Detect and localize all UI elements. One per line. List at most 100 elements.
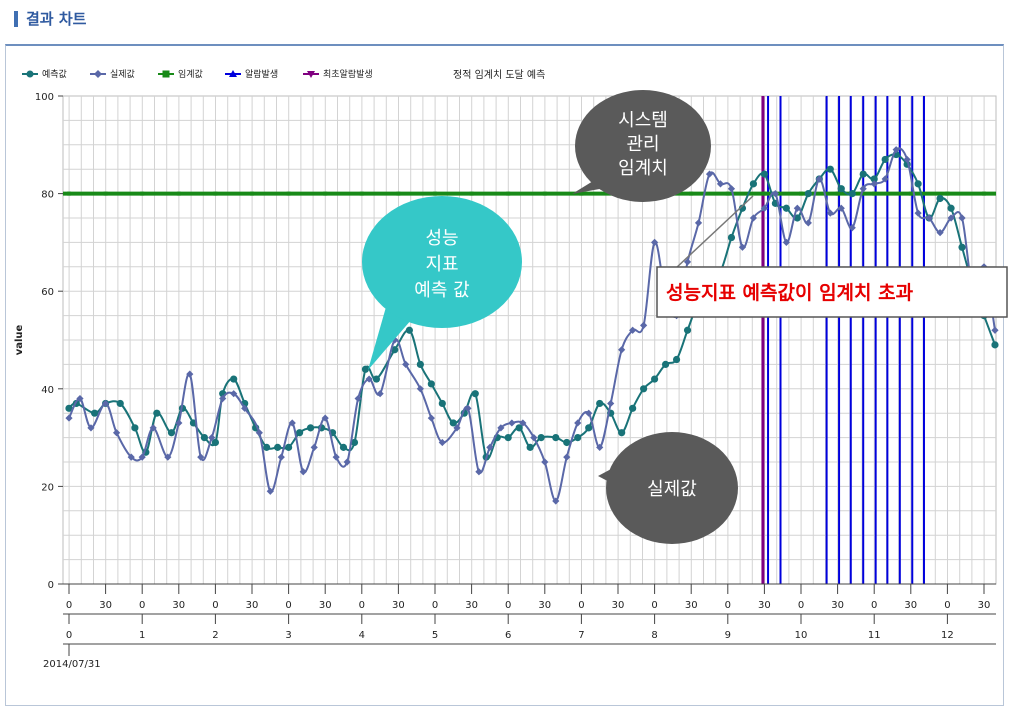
predicted-point [738,204,747,212]
y-tick-label: 100 [35,92,54,103]
bubble-predict-text: 성능 [425,228,458,249]
legend-marker [229,70,237,77]
threshold-point [689,191,694,196]
actual-point [208,434,216,442]
actual-point [497,424,505,432]
actual-point [991,326,999,334]
predicted-point [537,434,545,442]
actual-point [958,214,966,222]
threshold-point [140,191,145,196]
x-tick-label: 30 [685,600,698,611]
x-tick-label: 0 [285,600,291,611]
threshold-point [542,191,547,196]
actual-point [175,419,183,427]
threshold-point [213,191,218,196]
actual-point [596,443,604,451]
hour-tick-label: 9 [725,630,731,641]
threshold-point [176,191,181,196]
predicted-point [372,375,381,383]
hour-tick-label: 8 [651,630,657,641]
predicted-point [405,326,413,334]
actual-point [76,394,84,403]
x-tick-label: 0 [578,600,584,611]
actual-point [241,404,249,412]
actual-point [486,443,494,451]
threshold-point [103,191,108,196]
x-tick-label: 30 [831,600,844,611]
actual-point [738,243,747,251]
actual-point [475,468,483,476]
actual-point [914,209,922,217]
actual-point [299,468,307,476]
chart-legend: 예측값 실제값 임계값 알람발생 최초알람발생 [22,68,373,80]
actual-point [640,321,648,329]
predicted-point [618,429,626,437]
threshold-point [67,191,71,196]
actual-point [892,146,900,154]
actual-point [771,190,779,198]
predicted-point [848,190,856,198]
predicted-point [350,438,359,447]
bubble-actual [606,432,738,544]
actual-point [453,424,461,432]
predicted-point [782,204,790,212]
chart-title: 정적 임계치 도달 예측 [453,68,545,81]
x-tick-label: 0 [505,600,511,611]
predicted-point [661,360,670,368]
callout-text: 성능지표 예측값이 임계치 초과 [666,282,914,304]
hour-tick-label: 6 [505,630,511,641]
actual-point [112,429,121,437]
callout-box [656,266,1008,318]
actual-point [705,170,714,178]
legend-label: 예측값 [42,68,67,80]
threshold-point [799,191,803,196]
x-tick-label: 30 [904,600,917,611]
x-tick-label: 0 [725,600,731,611]
legend-label: 알람발생 [245,68,278,80]
predicted-point [285,443,293,451]
actual-point [102,399,110,408]
y-tick-label: 20 [41,482,54,493]
predicted-point [958,243,966,251]
predicted-point [585,424,593,432]
callout-pointer [675,195,754,269]
hour-tick-label: 2 [212,630,218,641]
actual-point [186,370,194,378]
actual-point [376,390,384,398]
predicted-point [651,375,659,383]
actual-point [870,180,878,188]
actual-point [925,214,933,222]
actual-point [607,399,615,408]
actual-point [427,414,435,422]
threshold-point [359,191,364,196]
actual-point [552,497,560,505]
actual-point [219,394,227,403]
y-tick-label: 40 [41,385,54,396]
actual-point [138,453,146,461]
actual-point [541,458,549,466]
y-tick-label: 80 [41,190,54,201]
hour-tick-label: 1 [139,630,145,641]
bubble-system [575,90,711,202]
actual-point [804,219,812,227]
predicted-point [574,434,582,442]
predicted-point [991,341,999,349]
x-tick-label: 30 [392,600,405,611]
legend-marker [162,70,170,78]
predicted-point [552,434,560,442]
actual-point [354,394,362,403]
actual-point [343,458,351,466]
predicted-point [263,443,271,451]
bubble-predict [362,196,522,328]
actual-point [277,453,285,461]
actual-point [530,434,538,442]
predicted-point [760,170,769,178]
hour-tick-label: 0 [66,630,72,641]
predicted-point [91,409,99,417]
threshold-point [579,191,584,196]
predicted-point [749,180,758,188]
chart-grid [62,95,997,585]
threshold-point [872,191,877,196]
predicted-point [427,380,435,388]
